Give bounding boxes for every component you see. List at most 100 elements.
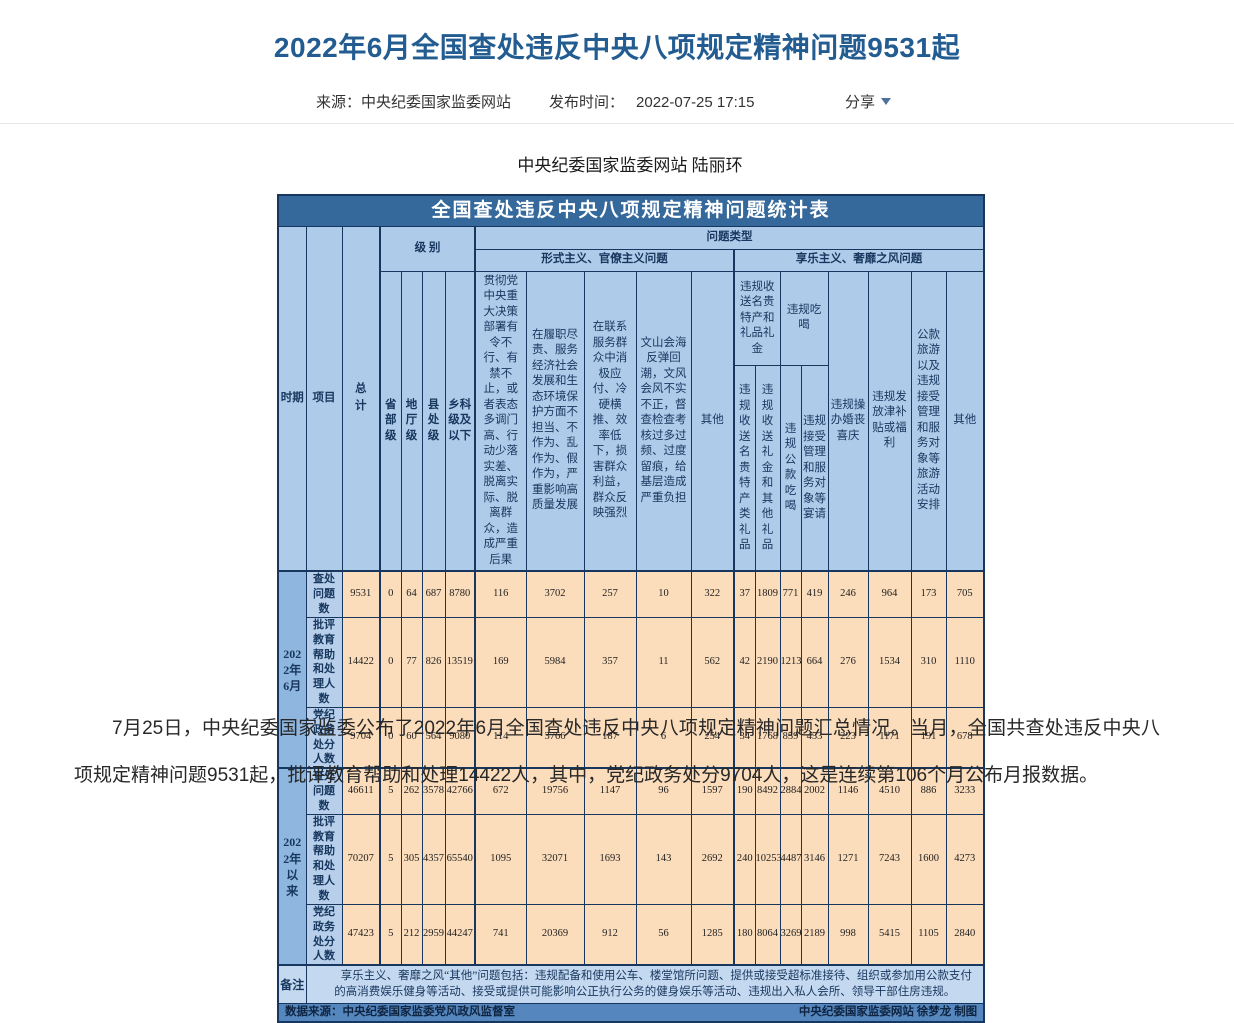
stats-table: 全国查处违反中央八项规定精神问题统计表 时期 项目 总计 级 别 问题类型 形式… xyxy=(277,194,986,1023)
data-cell: 254 xyxy=(690,706,735,769)
data-cell: 70207 xyxy=(341,813,381,905)
stats-table-container: 全国查处违反中央八项规定精神问题统计表 时期 项目 总计 级 别 问题类型 形式… xyxy=(277,194,986,1023)
data-cell: 64 xyxy=(400,570,423,618)
row-label: 查处问题数 xyxy=(305,570,343,618)
header-formalism-other: 其他 xyxy=(690,270,735,572)
header-level-county: 县处级 xyxy=(421,270,446,572)
period-cell: 2022年6月 xyxy=(277,570,307,769)
data-cell: 47423 xyxy=(341,903,381,966)
data-cell: 143 xyxy=(635,813,692,905)
header-dining-sub-1: 违规公款吃喝 xyxy=(779,365,802,572)
data-cell: 998 xyxy=(827,903,869,966)
data-cell: 4487 xyxy=(779,813,802,905)
data-cell: 169 xyxy=(474,616,527,708)
data-cell: 173 xyxy=(910,570,947,618)
article-paragraph: 7月25日，中央纪委国家监委公布了2022年6月全国查处违反中央八项规定精神问题… xyxy=(74,718,1160,786)
header-level-group: 级 别 xyxy=(379,225,476,272)
data-cell: 11 xyxy=(635,616,692,708)
data-cell: 1600 xyxy=(910,813,947,905)
data-cell: 4273 xyxy=(945,813,985,905)
data-cell: 20369 xyxy=(525,903,585,966)
data-cell: 257 xyxy=(583,570,637,618)
data-cell: 562 xyxy=(690,616,735,708)
data-cell: 56 xyxy=(635,903,692,966)
data-cell: 1534 xyxy=(867,616,912,708)
data-cell: 1105 xyxy=(910,903,947,966)
header-dining-sub-2: 违规接受管理和服务对象等宴请 xyxy=(800,365,829,572)
data-cell: 116 xyxy=(474,570,527,618)
data-cell: 32071 xyxy=(525,813,585,905)
data-cell: 1095 xyxy=(474,813,527,905)
data-cell: 5 xyxy=(379,903,402,966)
data-cell: 1285 xyxy=(690,903,735,966)
header-gifts-sub-1: 违规收送名贵特产类礼品 xyxy=(733,365,756,572)
header-weddings: 违规操办婚丧喜庆 xyxy=(827,270,869,572)
data-cell: 2840 xyxy=(945,903,985,966)
data-source-text: 数据来源：中央纪委国家监委党风政风监督室 xyxy=(285,1005,515,1018)
data-cell: 34 xyxy=(733,706,756,769)
header-problem-type-group: 问题类型 xyxy=(473,225,985,250)
header-item: 项目 xyxy=(305,225,343,572)
data-cell: 3269 xyxy=(779,903,802,966)
data-cell: 9080 xyxy=(444,706,476,769)
data-cell: 191 xyxy=(910,706,947,769)
data-cell: 246 xyxy=(827,570,869,618)
data-cell: 322 xyxy=(690,570,735,618)
data-cell: 276 xyxy=(827,616,869,708)
table-footer: 数据来源：中央纪委国家监委党风政风监督室 中央纪委国家监委网站 徐梦龙 制图 xyxy=(277,1003,985,1023)
header-total: 总计 xyxy=(341,225,381,572)
share-label: 分享 xyxy=(845,94,876,111)
data-cell: 5415 xyxy=(867,903,912,966)
data-cell: 5 xyxy=(379,813,402,905)
header-level-prefecture: 地厅级 xyxy=(400,270,423,572)
header-formalism-group: 形式主义、官僚主义问题 xyxy=(474,248,735,272)
row-label: 批评教育帮助和处理人数 xyxy=(305,813,343,905)
byline: 中央纪委国家监委网站 陆丽环 xyxy=(517,156,743,175)
header-hedonism-other: 其他 xyxy=(945,270,985,572)
header-level-township: 乡科级及以下 xyxy=(444,270,476,572)
header-formalism-col-2: 在履职尽责、服务经济社会发展和生态环境保护方面不担当、不作为、乱作为、假作为，严… xyxy=(525,270,585,572)
data-cell: 0 xyxy=(379,706,402,769)
remark-label: 备注 xyxy=(277,964,307,1005)
data-cell: 859 xyxy=(779,706,802,769)
data-cell: 212 xyxy=(400,903,423,966)
row-label: 批评教育帮助和处理人数 xyxy=(305,616,343,708)
data-cell: 705 xyxy=(945,570,985,618)
data-cell: 1693 xyxy=(583,813,637,905)
header-travel: 公款旅游以及违规接受管理和服务对象等旅游活动安排 xyxy=(910,270,947,572)
data-cell: 771 xyxy=(779,570,802,618)
data-cell: 310 xyxy=(910,616,947,708)
share-button[interactable]: 分享 xyxy=(845,91,892,112)
source-value: 中央纪委国家监委网站 xyxy=(361,94,512,111)
data-cell: 1809 xyxy=(754,570,781,618)
data-cell: 2189 xyxy=(800,903,829,966)
data-cell: 65540 xyxy=(444,813,476,905)
data-cell: 6 xyxy=(635,706,692,769)
remark-text: 享乐主义、奢靡之风“其他”问题包括：违规配备和使用公车、楼堂馆所问题、提供或接受… xyxy=(305,964,985,1005)
header-period: 时期 xyxy=(277,225,307,572)
data-cell: 664 xyxy=(800,616,829,708)
header-hedonism-group: 享乐主义、奢靡之风问题 xyxy=(732,248,985,272)
page-title: 2022年6月全国查处违反中央八项规定精神问题9531起 xyxy=(273,32,961,63)
data-cell: 9531 xyxy=(341,570,381,618)
article-meta: 来源：中央纪委国家监委网站 发布时间： 2022-07-25 17:15 分享 xyxy=(0,91,1234,113)
data-cell: 1110 xyxy=(945,616,985,708)
row-label: 党纪政务处分人数 xyxy=(305,706,343,769)
data-cell: 912 xyxy=(583,903,637,966)
data-cell: 3146 xyxy=(800,813,829,905)
header-gifts-sub-2: 违规收送礼金和其他礼品 xyxy=(754,365,781,572)
data-cell: 2959 xyxy=(421,903,446,966)
publish-field: 发布时间： 2022-07-25 17:15 xyxy=(549,91,754,112)
data-cell: 826 xyxy=(421,616,446,708)
data-cell: 10 xyxy=(635,570,692,618)
data-cell: 8064 xyxy=(754,903,781,966)
table-title: 全国查处违反中央八项规定精神问题统计表 xyxy=(277,194,985,227)
meta-divider xyxy=(0,123,1234,124)
data-cell: 180 xyxy=(733,903,756,966)
data-cell: 4357 xyxy=(421,813,446,905)
publish-value: 2022-07-25 17:15 xyxy=(636,94,755,111)
header-total-text: 总计 xyxy=(354,383,367,413)
data-cell: 77 xyxy=(400,616,423,708)
data-cell: 44247 xyxy=(444,903,476,966)
data-cell: 37 xyxy=(733,570,756,618)
